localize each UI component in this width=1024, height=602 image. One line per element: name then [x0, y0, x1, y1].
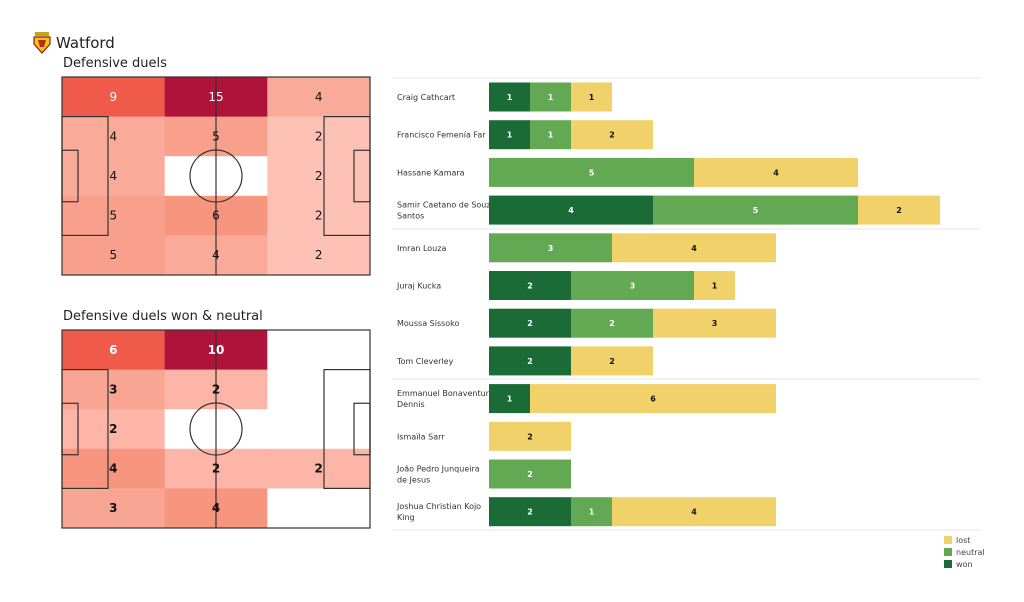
legend: lost neutral won: [944, 534, 985, 570]
legend-label-neutral: neutral: [956, 547, 985, 557]
heatmap-cell: [267, 156, 371, 197]
left-goal-area: [61, 149, 79, 203]
heatmap-cell: [62, 116, 166, 157]
heatmap-cell-label: 15: [208, 90, 223, 104]
heatmap-cell-label: 2: [315, 248, 323, 262]
legend-swatch-neutral: [944, 548, 952, 556]
team-name: Watford: [56, 34, 115, 52]
legend-swatch-lost: [944, 536, 952, 544]
watford-crest-icon: [33, 32, 51, 54]
legend-label-lost: lost: [956, 535, 971, 545]
heatmap-cell-label: 6: [212, 209, 220, 223]
legend-item-neutral: neutral: [944, 546, 985, 558]
heatmap-cell: [267, 77, 371, 118]
heatmap-cell: [62, 156, 166, 197]
heatmap-cell-label: 5: [110, 248, 118, 262]
heatmap-title-duels: Defensive duels: [63, 56, 167, 71]
heatmap-cell: [62, 235, 166, 276]
heatmap-cell: [267, 195, 371, 236]
heatmap-cell-label: 4: [212, 248, 220, 262]
legend-swatch-won: [944, 560, 952, 568]
heatmap-cell-label: 2: [315, 169, 323, 183]
center-circle: [189, 149, 243, 203]
heatmap-cell-label: 5: [110, 209, 118, 223]
heatmap-title-won-neutral: Defensive duels won & neutral: [63, 309, 263, 324]
heatmap-cell: [267, 235, 371, 276]
heatmap-cell-label: 4: [110, 169, 118, 183]
legend-item-lost: lost: [944, 534, 985, 546]
team-header: Watford: [32, 32, 115, 54]
legend-item-won: won: [944, 558, 985, 570]
heatmap-cell-label: 4: [315, 90, 323, 104]
heatmap-cell: [267, 116, 371, 157]
heatmap-cell: [62, 195, 166, 236]
heatmap-cell-label: 4: [110, 129, 118, 143]
right-goal-area: [353, 149, 371, 203]
legend-label-won: won: [956, 559, 973, 569]
heatmap-cell: [62, 77, 166, 118]
heatmap-cell-label: 2: [315, 209, 323, 223]
heatmap-cell-label: 5: [212, 129, 220, 143]
heatmap-cell-label: 2: [315, 129, 323, 143]
heatmap-cell-label: 9: [110, 90, 118, 104]
